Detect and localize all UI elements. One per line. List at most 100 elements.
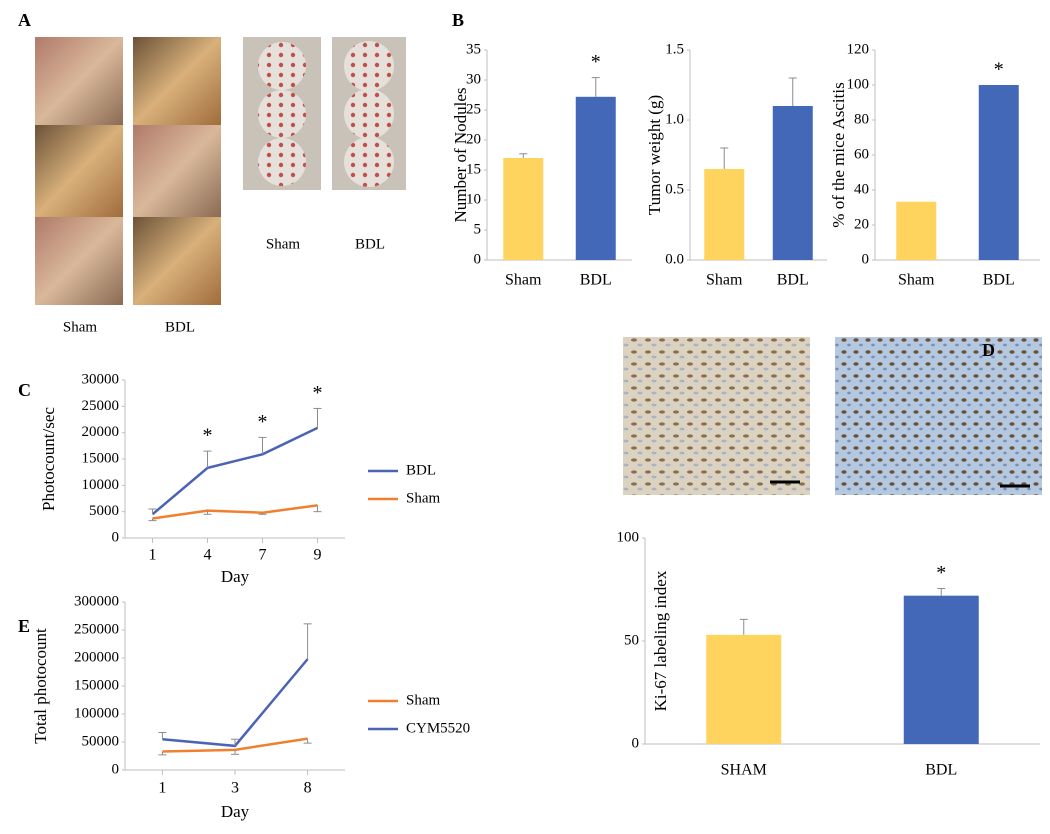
x-tick-label: Sham [898, 272, 935, 289]
bar [896, 201, 937, 260]
photos [35, 37, 1042, 495]
significance-mark: * [591, 51, 601, 73]
bar [978, 85, 1019, 260]
x-tick-label: SHAM [721, 762, 767, 779]
x-tick-label: 1 [149, 547, 157, 564]
y-tick-label: 1.0 [665, 111, 684, 127]
y-tick-label: 30000 [82, 371, 120, 387]
x-tick-label: BDL [925, 762, 957, 779]
y-axis-title: Ki-67 labeling index [651, 570, 670, 711]
photo [35, 217, 123, 305]
y-tick-label: 1.5 [665, 41, 684, 57]
bar [706, 634, 782, 744]
bar [503, 158, 544, 260]
dish [344, 41, 394, 91]
y-axis-title: Tumor weight (g) [645, 95, 664, 215]
photo [35, 37, 123, 125]
panel-label: D [982, 340, 995, 360]
x-tick-label: Sham [505, 272, 542, 289]
bar [704, 169, 745, 260]
photo-caption: Sham [266, 236, 301, 252]
legend-label: CYM5520 [406, 720, 470, 736]
y-tick-label: 25 [466, 101, 481, 117]
panel-label: C [18, 380, 31, 400]
y-tick-label: 250000 [74, 621, 119, 637]
y-axis-title: Photocount/sec [39, 407, 58, 511]
y-tick-label: 50000 [82, 733, 120, 749]
significance-mark: * [313, 382, 323, 404]
legend-label: Sham [406, 692, 441, 708]
x-tick-label: 8 [304, 780, 312, 797]
photo [35, 125, 123, 217]
significance-mark: * [994, 59, 1004, 81]
photo [623, 337, 810, 495]
legend-label: Sham [406, 490, 441, 506]
x-tick-label: Sham [706, 272, 743, 289]
y-tick-label: 150000 [74, 677, 119, 693]
bar [903, 595, 979, 744]
photo [133, 125, 221, 217]
x-tick-label: 9 [314, 547, 322, 564]
significance-mark: * [936, 562, 946, 584]
photo-caption: BDL [355, 236, 385, 252]
significance-mark: * [203, 425, 213, 447]
x-axis-title: Day [221, 567, 250, 586]
y-tick-label: 10 [466, 191, 481, 207]
y-tick-label: 25000 [82, 398, 120, 414]
y-tick-label: 120 [847, 41, 870, 57]
y-tick-label: 5 [474, 221, 482, 237]
photo [133, 37, 221, 125]
y-tick-label: 0 [862, 251, 870, 267]
y-tick-label: 100000 [74, 705, 119, 721]
y-tick-label: 20 [854, 216, 869, 232]
x-tick-label: 1 [158, 780, 166, 797]
y-tick-label: 50 [624, 632, 639, 648]
y-tick-label: 20000 [82, 424, 120, 440]
y-tick-label: 100 [617, 529, 640, 545]
photo-caption: Sham [63, 319, 98, 335]
y-tick-label: 40 [854, 181, 869, 197]
y-axis-title: Number of Nodules [451, 87, 470, 222]
y-tick-label: 0.5 [665, 181, 684, 197]
y-tick-label: 15000 [82, 450, 120, 466]
x-tick-label: BDL [983, 272, 1015, 289]
y-tick-label: 35 [466, 41, 481, 57]
photo-caption: BDL [165, 319, 195, 335]
panel-label: B [452, 10, 464, 30]
dish [344, 137, 394, 187]
line [162, 658, 309, 748]
line [152, 504, 318, 520]
bar [575, 96, 616, 260]
y-tick-label: 30 [466, 71, 481, 87]
y-tick-label: 0 [632, 735, 640, 751]
x-tick-label: 3 [231, 780, 239, 797]
y-tick-label: 200000 [74, 649, 119, 665]
y-tick-label: 5000 [89, 503, 119, 519]
bar [772, 106, 813, 260]
y-tick-label: 60 [854, 146, 869, 162]
panel-label: A [18, 10, 31, 30]
x-tick-label: 4 [204, 547, 212, 564]
line [151, 426, 319, 516]
y-tick-label: 80 [854, 111, 869, 127]
panel-label: E [18, 616, 30, 636]
legend-label: BDL [406, 462, 436, 478]
significance-mark: * [258, 411, 268, 433]
y-tick-label: 0 [474, 251, 482, 267]
photo [133, 217, 221, 305]
x-tick-label: BDL [777, 272, 809, 289]
dish [258, 42, 306, 90]
dish [258, 138, 306, 186]
y-axis-title: % of the mice Ascitis [829, 82, 848, 227]
x-tick-label: 7 [259, 547, 267, 564]
y-axis-title: Total photocount [31, 628, 50, 744]
x-tick-label: BDL [580, 272, 612, 289]
y-tick-label: 0 [112, 761, 120, 777]
dish [258, 90, 306, 138]
y-tick-label: 10000 [82, 477, 120, 493]
y-tick-label: 20 [466, 131, 481, 147]
y-tick-label: 0 [112, 529, 120, 545]
y-tick-label: 0.0 [665, 251, 684, 267]
y-tick-label: 300000 [74, 593, 119, 609]
